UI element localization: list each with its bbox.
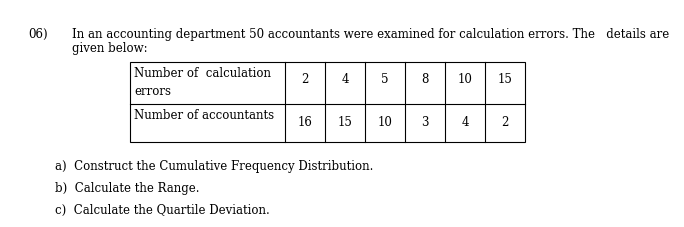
Text: b)  Calculate the Range.: b) Calculate the Range.: [55, 182, 200, 195]
Text: 15: 15: [338, 116, 352, 129]
Text: 10: 10: [378, 116, 393, 129]
Text: 2: 2: [501, 116, 509, 129]
Text: 16: 16: [298, 116, 313, 129]
Bar: [130, 62, 525, 142]
Text: given below:: given below:: [72, 42, 148, 55]
Text: 8: 8: [421, 73, 429, 86]
Text: a)  Construct the Cumulative Frequency Distribution.: a) Construct the Cumulative Frequency Di…: [55, 160, 373, 173]
Text: Number of accountants: Number of accountants: [134, 109, 274, 122]
Text: 2: 2: [302, 73, 308, 86]
Text: 4: 4: [461, 116, 469, 129]
Text: 06): 06): [28, 28, 48, 41]
Text: Number of  calculation
errors: Number of calculation errors: [134, 67, 271, 98]
Text: 4: 4: [341, 73, 349, 86]
Text: 10: 10: [458, 73, 473, 86]
Text: 5: 5: [381, 73, 389, 86]
Text: 3: 3: [421, 116, 429, 129]
Text: In an accounting department 50 accountants were examined for calculation errors.: In an accounting department 50 accountan…: [72, 28, 669, 41]
Text: c)  Calculate the Quartile Deviation.: c) Calculate the Quartile Deviation.: [55, 204, 269, 217]
Text: 15: 15: [497, 73, 512, 86]
